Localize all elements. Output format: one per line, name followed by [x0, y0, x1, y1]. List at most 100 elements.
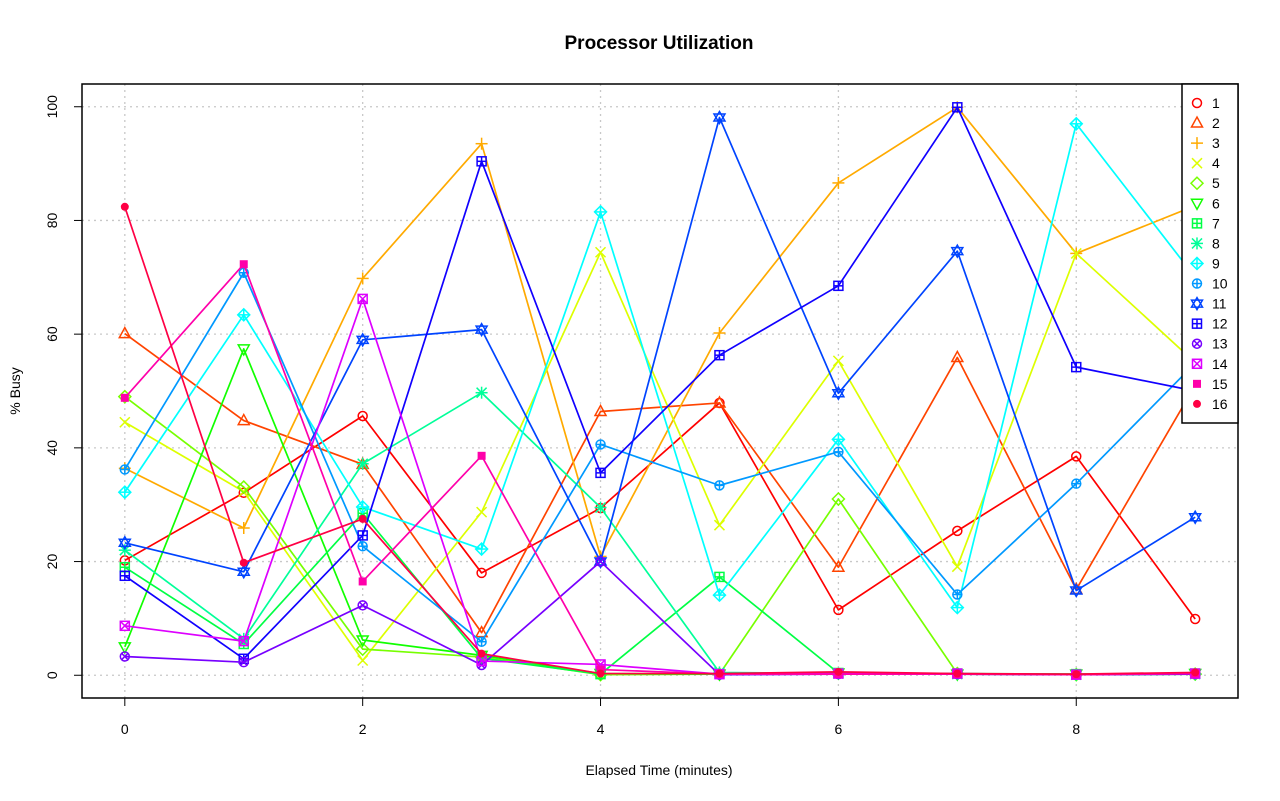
data-point — [238, 635, 249, 647]
data-point — [358, 514, 367, 523]
data-point — [118, 326, 132, 339]
legend-label: 8 — [1212, 235, 1220, 251]
legend-label: 14 — [1212, 356, 1228, 372]
legend-entry-7: 7 — [1191, 215, 1220, 231]
data-point — [952, 525, 963, 537]
data-point — [474, 541, 489, 557]
legend-label: 16 — [1212, 396, 1228, 412]
data-point — [357, 600, 368, 611]
data-point — [357, 540, 368, 552]
x-tick-label: 4 — [597, 721, 605, 737]
data-point — [477, 649, 486, 658]
data-point — [355, 499, 370, 515]
data-point — [595, 246, 607, 258]
series-line-9 — [124, 122, 1196, 609]
data-point — [357, 530, 368, 541]
chart-title: Processor Utilization — [565, 33, 754, 54]
x-tick-label: 0 — [121, 721, 129, 737]
series-line-7 — [124, 512, 1196, 675]
data-point — [476, 636, 487, 647]
data-point — [239, 260, 248, 269]
data-point — [596, 669, 605, 678]
legend-entry-4: 4 — [1191, 155, 1220, 171]
legend-label: 1 — [1212, 95, 1220, 111]
data-point — [477, 451, 486, 460]
data-point — [357, 293, 368, 305]
data-point — [832, 355, 844, 367]
data-point — [950, 600, 965, 615]
data-point — [593, 554, 608, 570]
data-point — [952, 102, 963, 113]
legend-marker — [1190, 296, 1204, 312]
data-point — [355, 642, 370, 657]
legend-label: 2 — [1212, 115, 1220, 131]
legend-entry-6: 6 — [1190, 195, 1220, 211]
legend-marker — [1191, 157, 1203, 169]
legend-entry-14: 14 — [1191, 356, 1228, 372]
series-line-3 — [124, 106, 1196, 558]
x-tick-label: 8 — [1072, 721, 1080, 737]
x-tick-label: 6 — [834, 721, 842, 737]
data-point — [832, 176, 845, 189]
series-line-10 — [124, 271, 1196, 643]
data-point — [953, 669, 962, 678]
data-point — [952, 589, 963, 600]
series-11 — [118, 110, 1202, 599]
data-point — [1071, 451, 1082, 462]
data-point — [1188, 509, 1202, 525]
data-point — [1070, 247, 1082, 259]
data-point — [834, 667, 843, 676]
grid-lines — [82, 84, 1238, 698]
data-point — [238, 656, 249, 668]
legend-label: 4 — [1212, 155, 1220, 171]
data-point — [831, 491, 846, 507]
legend-marker — [1191, 358, 1203, 370]
x-tick-label: 2 — [359, 721, 367, 737]
data-point — [831, 385, 846, 401]
legend-entry-15: 15 — [1193, 376, 1228, 392]
legend-label: 10 — [1212, 276, 1228, 292]
data-point — [118, 535, 132, 551]
data-point — [236, 344, 251, 357]
y-tick-label: 60 — [44, 326, 60, 342]
legend-marker — [1189, 256, 1205, 271]
data-point — [356, 272, 369, 285]
series-6 — [118, 344, 1202, 682]
data-point — [595, 439, 606, 450]
legend-label: 15 — [1212, 376, 1228, 392]
data-point — [950, 243, 965, 259]
legend-label: 5 — [1212, 175, 1220, 191]
data-point — [594, 501, 607, 514]
legend-marker — [1191, 97, 1203, 109]
data-point — [236, 307, 251, 322]
data-point — [475, 137, 488, 150]
legend-marker — [1191, 218, 1203, 229]
legend-entry-8: 8 — [1191, 235, 1220, 251]
data-point — [1191, 668, 1200, 677]
y-tick-label: 100 — [44, 95, 60, 119]
data-point — [117, 485, 132, 500]
data-point — [476, 506, 488, 518]
data-point — [593, 403, 608, 417]
data-point — [474, 322, 489, 338]
data-point — [831, 559, 846, 572]
series-10 — [119, 267, 1201, 647]
data-point — [714, 349, 725, 361]
legend-label: 6 — [1212, 195, 1220, 211]
data-point — [833, 446, 844, 458]
data-point — [595, 556, 606, 567]
series-14 — [119, 293, 1201, 680]
legend-label: 13 — [1212, 336, 1228, 352]
data-point — [239, 558, 248, 567]
y-tick-label: 80 — [44, 212, 60, 228]
data-point — [476, 567, 487, 579]
data-point — [120, 202, 129, 211]
data-point — [593, 204, 608, 219]
data-point — [119, 620, 131, 632]
data-point — [120, 393, 129, 402]
data-point — [712, 588, 727, 603]
legend-marker — [1190, 115, 1204, 128]
x-axis-label: Elapsed Time (minutes) — [585, 762, 732, 778]
data-point — [714, 480, 725, 491]
